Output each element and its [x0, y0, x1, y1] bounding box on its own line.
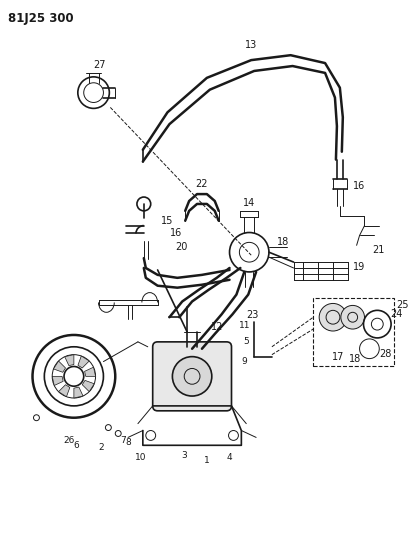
Text: 81J25 300: 81J25 300: [8, 12, 74, 25]
Text: 1: 1: [204, 456, 210, 465]
Polygon shape: [65, 354, 74, 366]
Text: 27: 27: [93, 60, 106, 70]
Text: 7: 7: [120, 436, 126, 445]
Text: 26: 26: [63, 436, 75, 445]
Text: 12: 12: [211, 322, 223, 332]
Polygon shape: [78, 356, 89, 368]
Text: 4: 4: [227, 453, 232, 462]
FancyBboxPatch shape: [153, 342, 231, 411]
Text: 14: 14: [243, 198, 255, 208]
Polygon shape: [52, 376, 63, 385]
Polygon shape: [82, 381, 94, 392]
Text: 18: 18: [348, 353, 361, 364]
Polygon shape: [74, 387, 83, 398]
Text: 28: 28: [379, 349, 392, 359]
Text: 16: 16: [171, 229, 183, 238]
Text: 10: 10: [135, 453, 146, 462]
Text: 22: 22: [196, 179, 208, 189]
Text: 21: 21: [372, 245, 385, 255]
Circle shape: [319, 303, 347, 331]
Text: 5: 5: [243, 337, 249, 346]
Text: 17: 17: [332, 352, 344, 361]
Text: 2: 2: [99, 443, 104, 452]
Circle shape: [173, 357, 212, 396]
Text: 13: 13: [245, 41, 257, 50]
Circle shape: [341, 305, 364, 329]
Text: 9: 9: [241, 357, 247, 366]
Polygon shape: [54, 361, 65, 372]
Text: 19: 19: [353, 262, 365, 272]
Text: 8: 8: [125, 438, 131, 447]
Polygon shape: [85, 367, 96, 376]
Text: 24: 24: [390, 309, 402, 319]
Polygon shape: [58, 385, 70, 397]
Text: 6: 6: [73, 441, 79, 450]
Text: 18: 18: [277, 237, 289, 247]
Text: 20: 20: [175, 243, 188, 252]
Text: 11: 11: [239, 321, 251, 329]
Text: 23: 23: [246, 310, 258, 320]
Text: 15: 15: [161, 216, 173, 225]
Text: 3: 3: [181, 450, 187, 459]
Text: 16: 16: [353, 181, 365, 191]
Text: 25: 25: [396, 301, 409, 310]
